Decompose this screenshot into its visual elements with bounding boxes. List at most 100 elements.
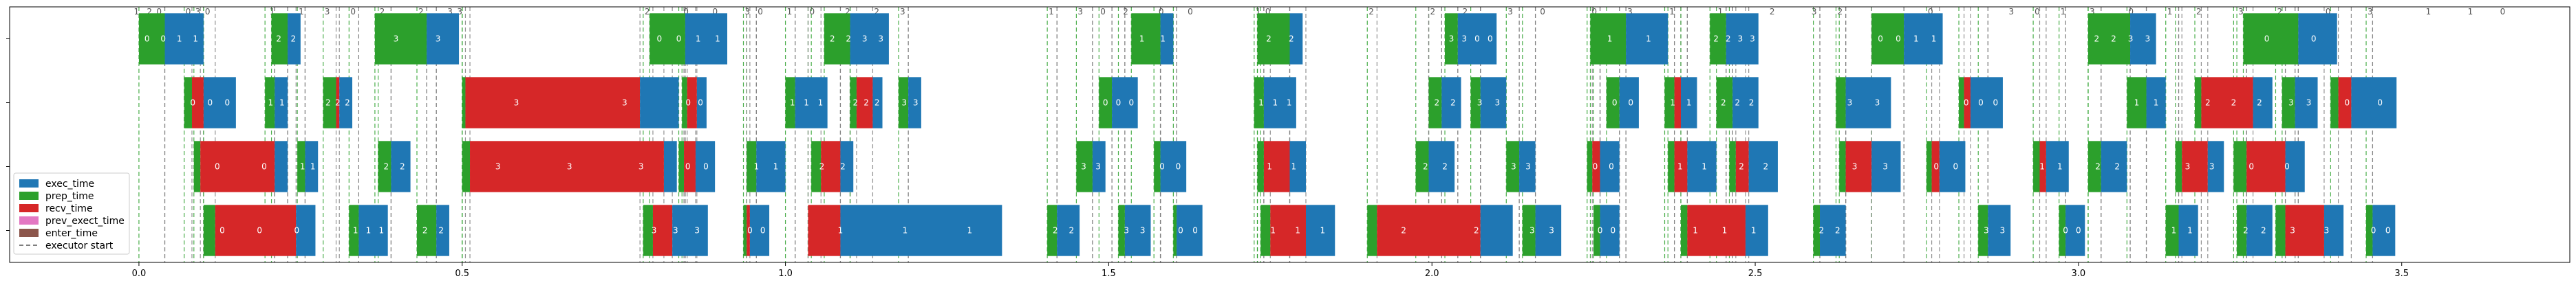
recv-bar bbox=[336, 77, 340, 128]
exec-bar bbox=[795, 77, 828, 128]
bar-label: 0 bbox=[2311, 34, 2317, 44]
axes: 0.0 0.5 1.0 1.5 2.0 2.5 3.0 3.5 bbox=[6, 6, 2570, 279]
bar-label: 2 bbox=[335, 98, 341, 108]
prep-bar bbox=[1047, 205, 1058, 256]
bar-label: 2 bbox=[2257, 98, 2262, 108]
prep-bar bbox=[1606, 77, 1620, 128]
bar-label: 1 bbox=[1646, 34, 1651, 44]
prep-bar bbox=[2237, 205, 2247, 256]
bar-label: 2 bbox=[1763, 162, 1768, 172]
bar-label: 2 bbox=[384, 162, 389, 172]
bar-label: 3 bbox=[622, 98, 627, 108]
exec-bar bbox=[840, 141, 854, 192]
bar-label: 0 bbox=[2248, 162, 2254, 172]
prep-bar bbox=[850, 77, 857, 128]
recv-bar bbox=[684, 141, 696, 192]
top-marker-label: 2 bbox=[2277, 7, 2282, 16]
top-marker-label: 3 bbox=[744, 7, 750, 16]
prep-bar bbox=[1254, 77, 1264, 128]
prep-bar bbox=[1978, 205, 1988, 256]
bar-label: 0 bbox=[1116, 98, 1121, 108]
top-marker-label: 1 bbox=[2061, 7, 2066, 16]
bar-label: 2 bbox=[1819, 226, 1825, 236]
legend-swatch-exec bbox=[19, 179, 39, 188]
x-tick-label: 1.0 bbox=[778, 269, 793, 279]
bar-label: 2 bbox=[1735, 98, 1740, 108]
bar-label: 1 bbox=[773, 162, 779, 172]
legend-label-start: executor start bbox=[45, 240, 114, 251]
bar-label: 1 bbox=[353, 226, 358, 236]
bar-label: 0 bbox=[2371, 226, 2376, 236]
prep-bar bbox=[297, 141, 305, 192]
bar-label: 1 bbox=[1670, 98, 1675, 108]
exec-bar bbox=[672, 205, 708, 256]
top-marker-label: 3 bbox=[2238, 7, 2244, 16]
bar-label: 1 bbox=[1267, 162, 1272, 172]
bar-label: 1 bbox=[1291, 162, 1297, 172]
bar-label: 1 bbox=[279, 98, 285, 108]
bar-label: 1 bbox=[903, 226, 908, 236]
top-marker-label: 2 bbox=[147, 7, 152, 16]
bar-label: 0 bbox=[1993, 98, 1998, 108]
x-tick-label: 3.5 bbox=[2394, 269, 2409, 279]
bar-label: 2 bbox=[2231, 98, 2237, 108]
bar-label: 3 bbox=[638, 162, 644, 172]
prep-bar bbox=[678, 141, 685, 192]
recv-bar bbox=[2246, 141, 2286, 192]
bar-label: 1 bbox=[2154, 98, 2159, 108]
bar-label: 1 bbox=[2171, 226, 2177, 236]
bar-label: 3 bbox=[1449, 34, 1455, 44]
top-marker-label: 3 bbox=[2090, 7, 2095, 16]
top-marker-label: 0 bbox=[683, 7, 689, 16]
bar-label: 2 bbox=[1739, 162, 1744, 172]
prep-bar bbox=[1710, 13, 1726, 65]
exec-bar bbox=[1160, 13, 1174, 65]
bar-label: 0 bbox=[1176, 162, 1181, 172]
exec-bar bbox=[1160, 141, 1187, 192]
bar-label: 2 bbox=[1423, 162, 1428, 172]
exec-bar bbox=[2246, 205, 2273, 256]
top-marker-label: 2 bbox=[1770, 7, 1775, 16]
top-marker-label: 0 bbox=[2128, 7, 2134, 16]
bar-label: 2 bbox=[1289, 34, 1294, 44]
exec-bar bbox=[1263, 77, 1296, 128]
exec-bar bbox=[1480, 77, 1507, 128]
exec-bar bbox=[1480, 205, 1513, 256]
recv-bar bbox=[470, 141, 664, 192]
bar-label: 0 bbox=[676, 34, 682, 44]
prep-bar bbox=[1587, 141, 1593, 192]
exec-bar bbox=[339, 77, 353, 128]
prep-bar bbox=[2033, 141, 2040, 192]
prep-bar bbox=[1154, 141, 1161, 192]
top-marker-label: 2 bbox=[1368, 7, 1374, 16]
top-marker-label: 2 bbox=[380, 7, 385, 16]
bar-label: 0 bbox=[2076, 226, 2081, 236]
top-marker-label: 1 bbox=[1718, 7, 1724, 16]
top-marker-label: 2 bbox=[1430, 7, 1436, 16]
top-marker-label: 0 bbox=[713, 7, 718, 16]
bar-label: 2 bbox=[345, 98, 350, 108]
top-marker-label: 0 bbox=[350, 7, 356, 16]
recv-bar bbox=[652, 205, 673, 256]
recv-bar bbox=[2039, 141, 2046, 192]
top-marker-label: 3 bbox=[2009, 7, 2015, 16]
bar-label: 1 bbox=[1273, 98, 1278, 108]
exec-bar bbox=[427, 13, 460, 65]
top-marker-label: 0 bbox=[2500, 7, 2506, 16]
top-marker-label: 1 bbox=[1669, 7, 1675, 16]
exec-bar bbox=[1457, 13, 1497, 65]
exec-bar bbox=[1535, 205, 1562, 256]
bar-label: 2 bbox=[290, 34, 296, 44]
bar-label: 0 bbox=[1609, 162, 1614, 172]
bar-label: 3 bbox=[2290, 226, 2295, 236]
bar-label: 0 bbox=[190, 98, 195, 108]
bar-label: 0 bbox=[1964, 98, 1969, 108]
bar-label: 2 bbox=[276, 34, 281, 44]
exec-bar bbox=[203, 77, 236, 128]
bar-label: 2 bbox=[2111, 34, 2116, 44]
exec-bar bbox=[2372, 205, 2396, 256]
x-tick-label: 3.0 bbox=[2072, 269, 2086, 279]
top-marker-label: 2 bbox=[2196, 7, 2202, 16]
